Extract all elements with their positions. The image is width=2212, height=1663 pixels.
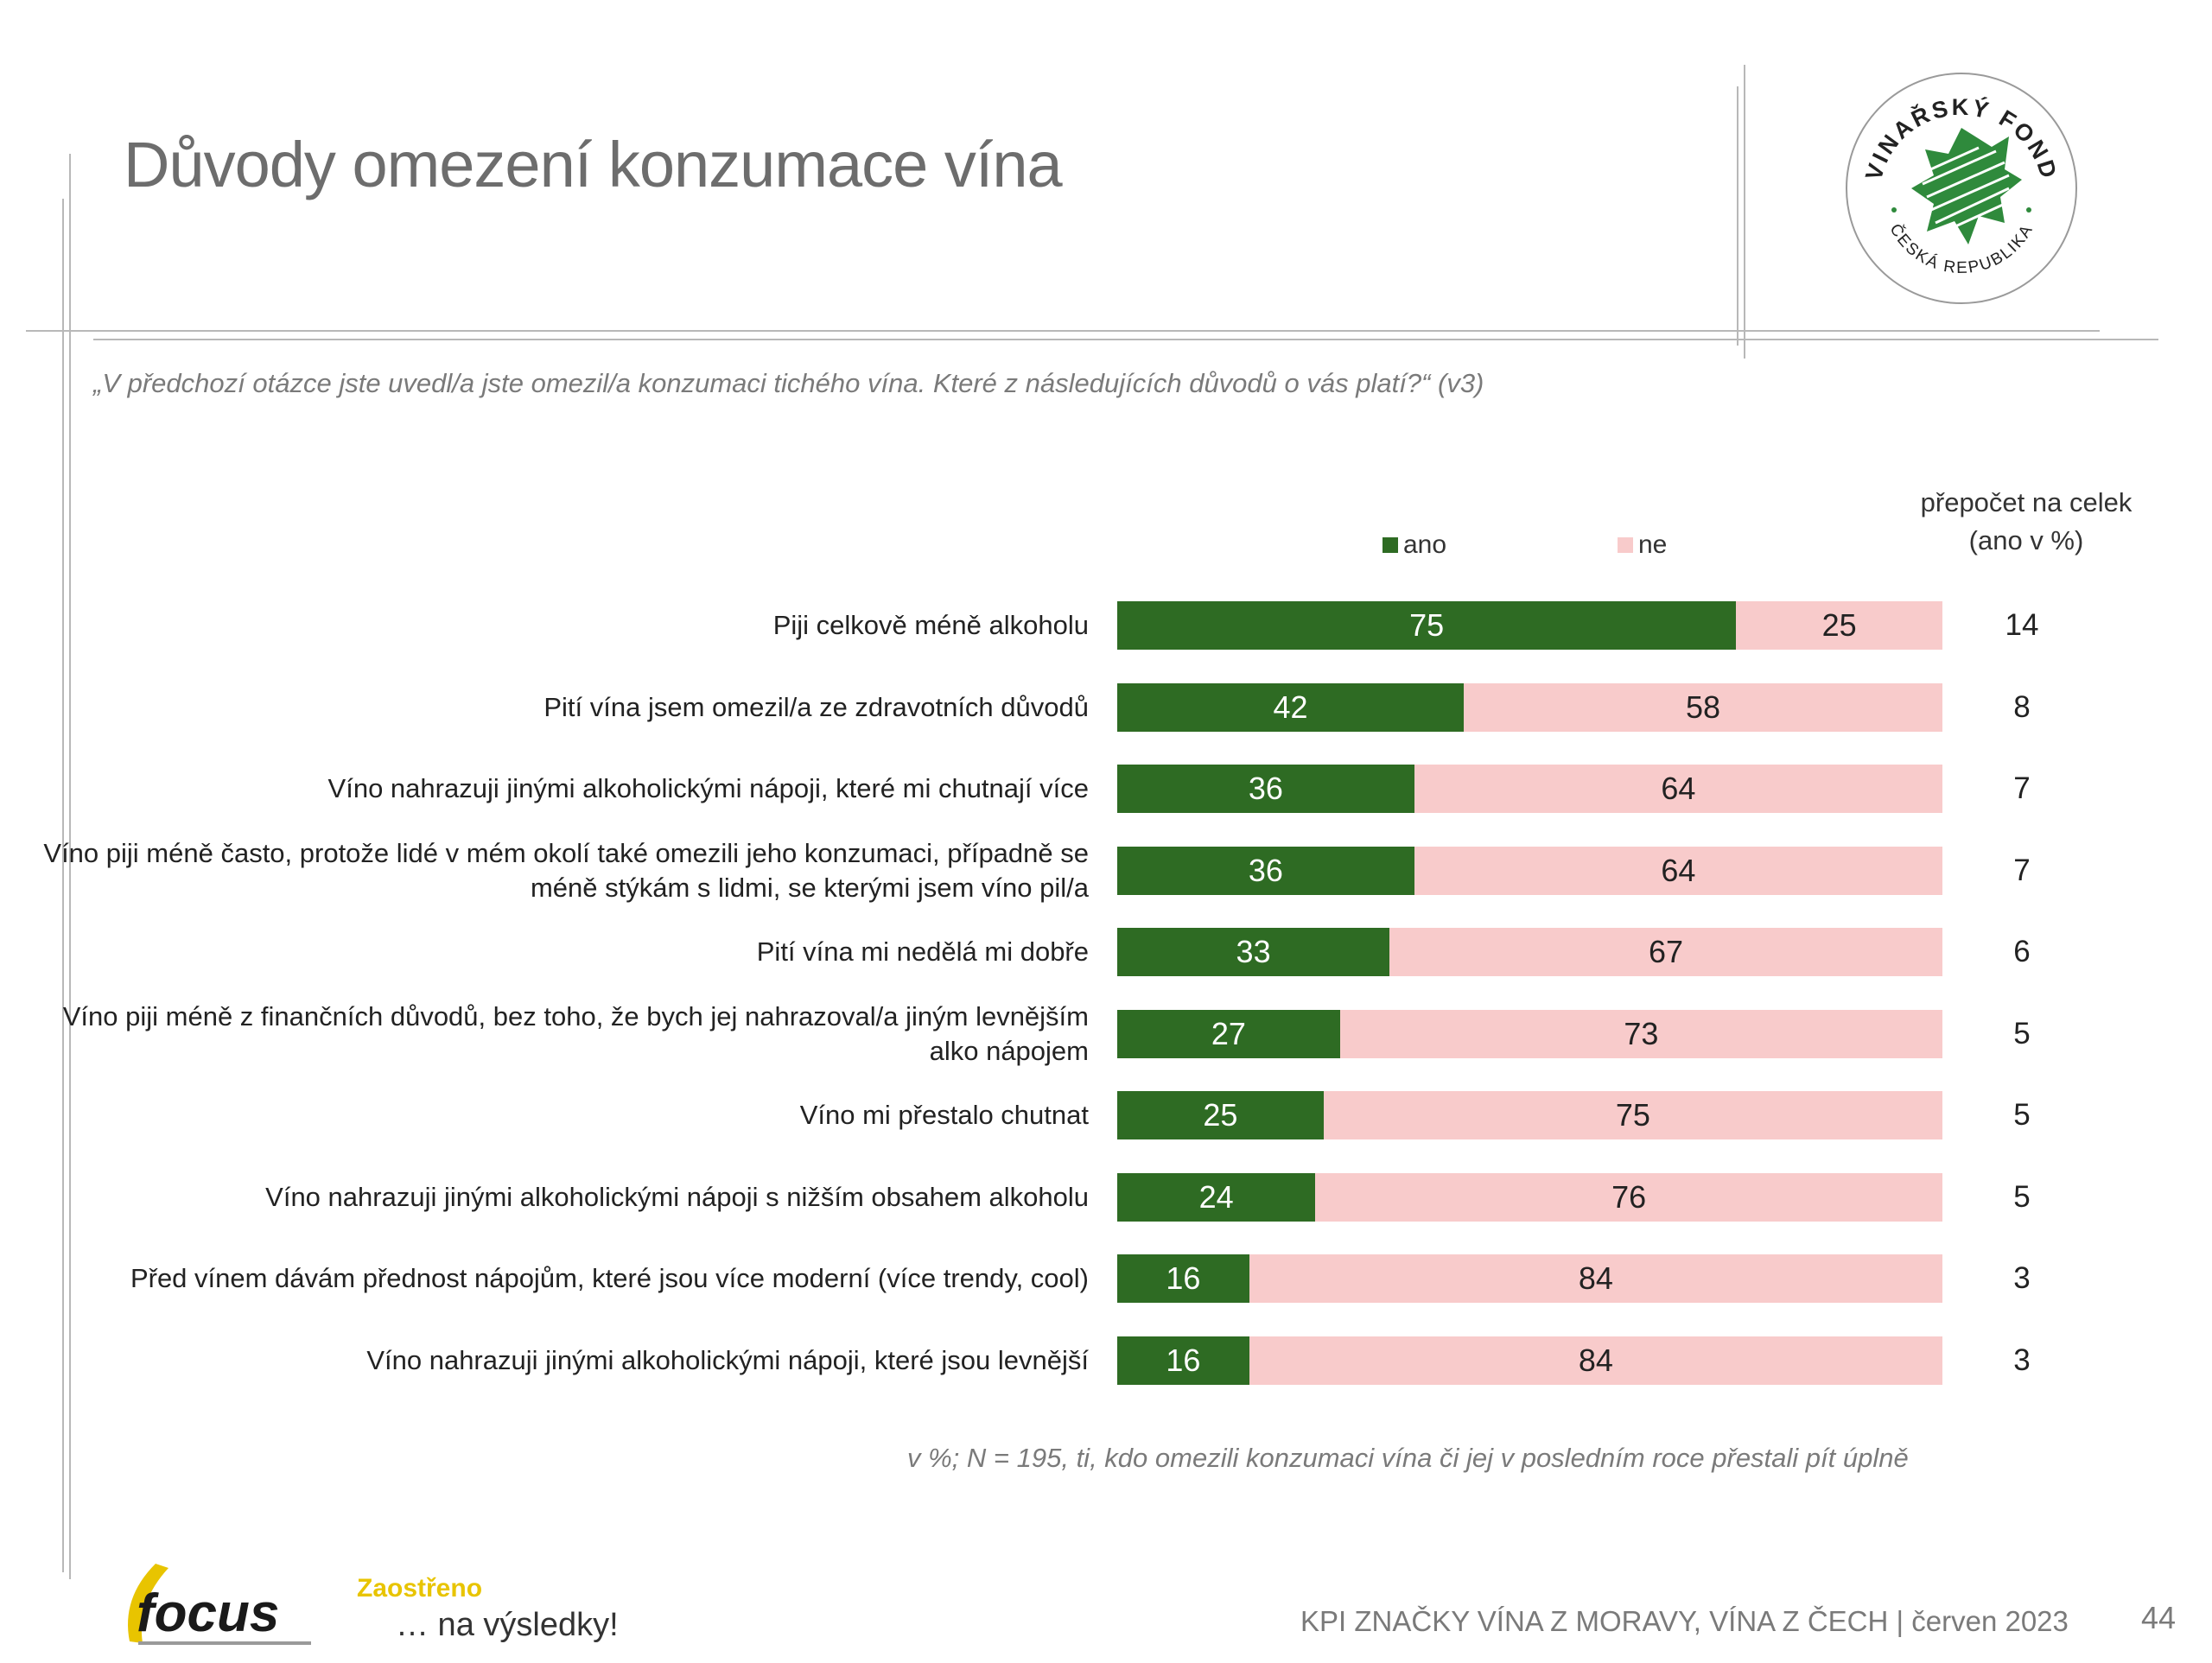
recalc-total-value: 3 — [2013, 1343, 2031, 1377]
bar-ne: 64 — [1414, 847, 1942, 895]
vine-leaf-icon — [1911, 128, 2022, 244]
bar-ne: 73 — [1339, 1010, 1942, 1058]
slogan-line1: Zaostřeno — [357, 1574, 483, 1603]
category-label: Před vínem dávám přednost nápojům, které… — [130, 1263, 1089, 1293]
recalc-total-value: 5 — [2013, 1098, 2031, 1132]
frame-line-left — [69, 154, 71, 1579]
legend-yes-label: ano — [1403, 530, 1447, 559]
frame-line-top-2 — [93, 339, 2158, 340]
bar-ano: 36 — [1117, 847, 1414, 895]
survey-question: „V předchozí otázce jste uvedl/a jste om… — [93, 368, 1484, 398]
recalc-header: přepočet na celek (ano v %) — [1901, 484, 2152, 560]
bar-ano: 16 — [1117, 1336, 1249, 1385]
vinarsky-fond-logo: VINAŘSKÝ FOND ČESKÁ REPUBLIKA — [1846, 73, 2077, 304]
category-label: Víno nahrazuji jinými alkoholickými nápo… — [366, 1345, 1089, 1375]
frame-line-right-2 — [1737, 86, 1738, 346]
category-label: Víno nahrazuji jinými alkoholickými nápo… — [327, 773, 1089, 803]
recalc-total-value: 3 — [2013, 1261, 2031, 1295]
bar-ne: 64 — [1414, 765, 1942, 813]
bar-ne: 84 — [1249, 1254, 1942, 1303]
bar-ne: 84 — [1249, 1336, 1942, 1385]
bar-ano: 36 — [1117, 765, 1414, 813]
recalc-total-value: 5 — [2013, 1180, 2031, 1214]
page-number: 44 — [2141, 1600, 2177, 1635]
category-label: Víno nahrazuji jinými alkoholickými nápo… — [265, 1182, 1089, 1212]
bar-ne: 76 — [1315, 1173, 1942, 1222]
bar-ne: 25 — [1736, 601, 1942, 650]
recalc-total-value: 5 — [2013, 1017, 2031, 1050]
recalc-total-value: 14 — [2005, 608, 2039, 642]
legend-no-label: ne — [1638, 530, 1668, 559]
bar-ano: 33 — [1117, 928, 1390, 976]
legend-yes: ano — [1382, 530, 1446, 560]
frame-line-right — [1744, 65, 1745, 359]
focus-logo-text: focus — [137, 1584, 279, 1643]
bar-ano: 24 — [1117, 1173, 1316, 1222]
category-label: Pití vína jsem omezil/a ze zdravotních d… — [543, 692, 1089, 722]
bar-ano: 25 — [1117, 1091, 1324, 1139]
frame-line-left-inner — [62, 199, 64, 1572]
sample-note: v %; N = 195, ti, kdo omezili konzumaci … — [907, 1443, 1909, 1473]
recalc-total-value: 6 — [2013, 935, 2031, 968]
bar-ano: 42 — [1117, 683, 1465, 732]
bar-ano: 27 — [1117, 1010, 1340, 1058]
recalc-total-value: 7 — [2013, 854, 2031, 887]
slogan-line2: … na výsledky! — [396, 1607, 619, 1643]
legend-yes-swatch — [1382, 537, 1398, 553]
recalc-header-line1: přepočet na celek — [1920, 487, 2133, 517]
bar-ne: 58 — [1464, 683, 1942, 732]
bar-ne: 75 — [1323, 1091, 1942, 1139]
bar-ano: 75 — [1117, 601, 1737, 650]
focus-logo: focus — [128, 1564, 311, 1645]
recalc-total-value: 7 — [2013, 771, 2031, 805]
category-label: Víno piji méně z finančních důvodů, bez … — [62, 1001, 1089, 1066]
legend-no-swatch — [1618, 537, 1633, 553]
frame-line-top — [26, 330, 2100, 332]
bar-ano: 16 — [1117, 1254, 1249, 1303]
recalc-total-value: 8 — [2013, 690, 2031, 724]
category-label: Víno mi přestalo chutnat — [799, 1100, 1089, 1130]
legend-no: ne — [1618, 530, 1667, 560]
category-label: Pití vína mi nedělá mi dobře — [756, 936, 1089, 967]
category-label: Piji celkově méně alkoholu — [772, 610, 1089, 640]
bar-ne: 67 — [1389, 928, 1942, 976]
report-title: KPI ZNAČKY VÍNA Z MORAVY, VÍNA Z ČECH | … — [1300, 1605, 2069, 1637]
page-title: Důvody omezení konzumace vína — [124, 129, 1063, 200]
category-label: Víno piji méně často, protože lidé v mém… — [43, 838, 1089, 903]
recalc-header-line2: (ano v %) — [1968, 525, 2084, 555]
